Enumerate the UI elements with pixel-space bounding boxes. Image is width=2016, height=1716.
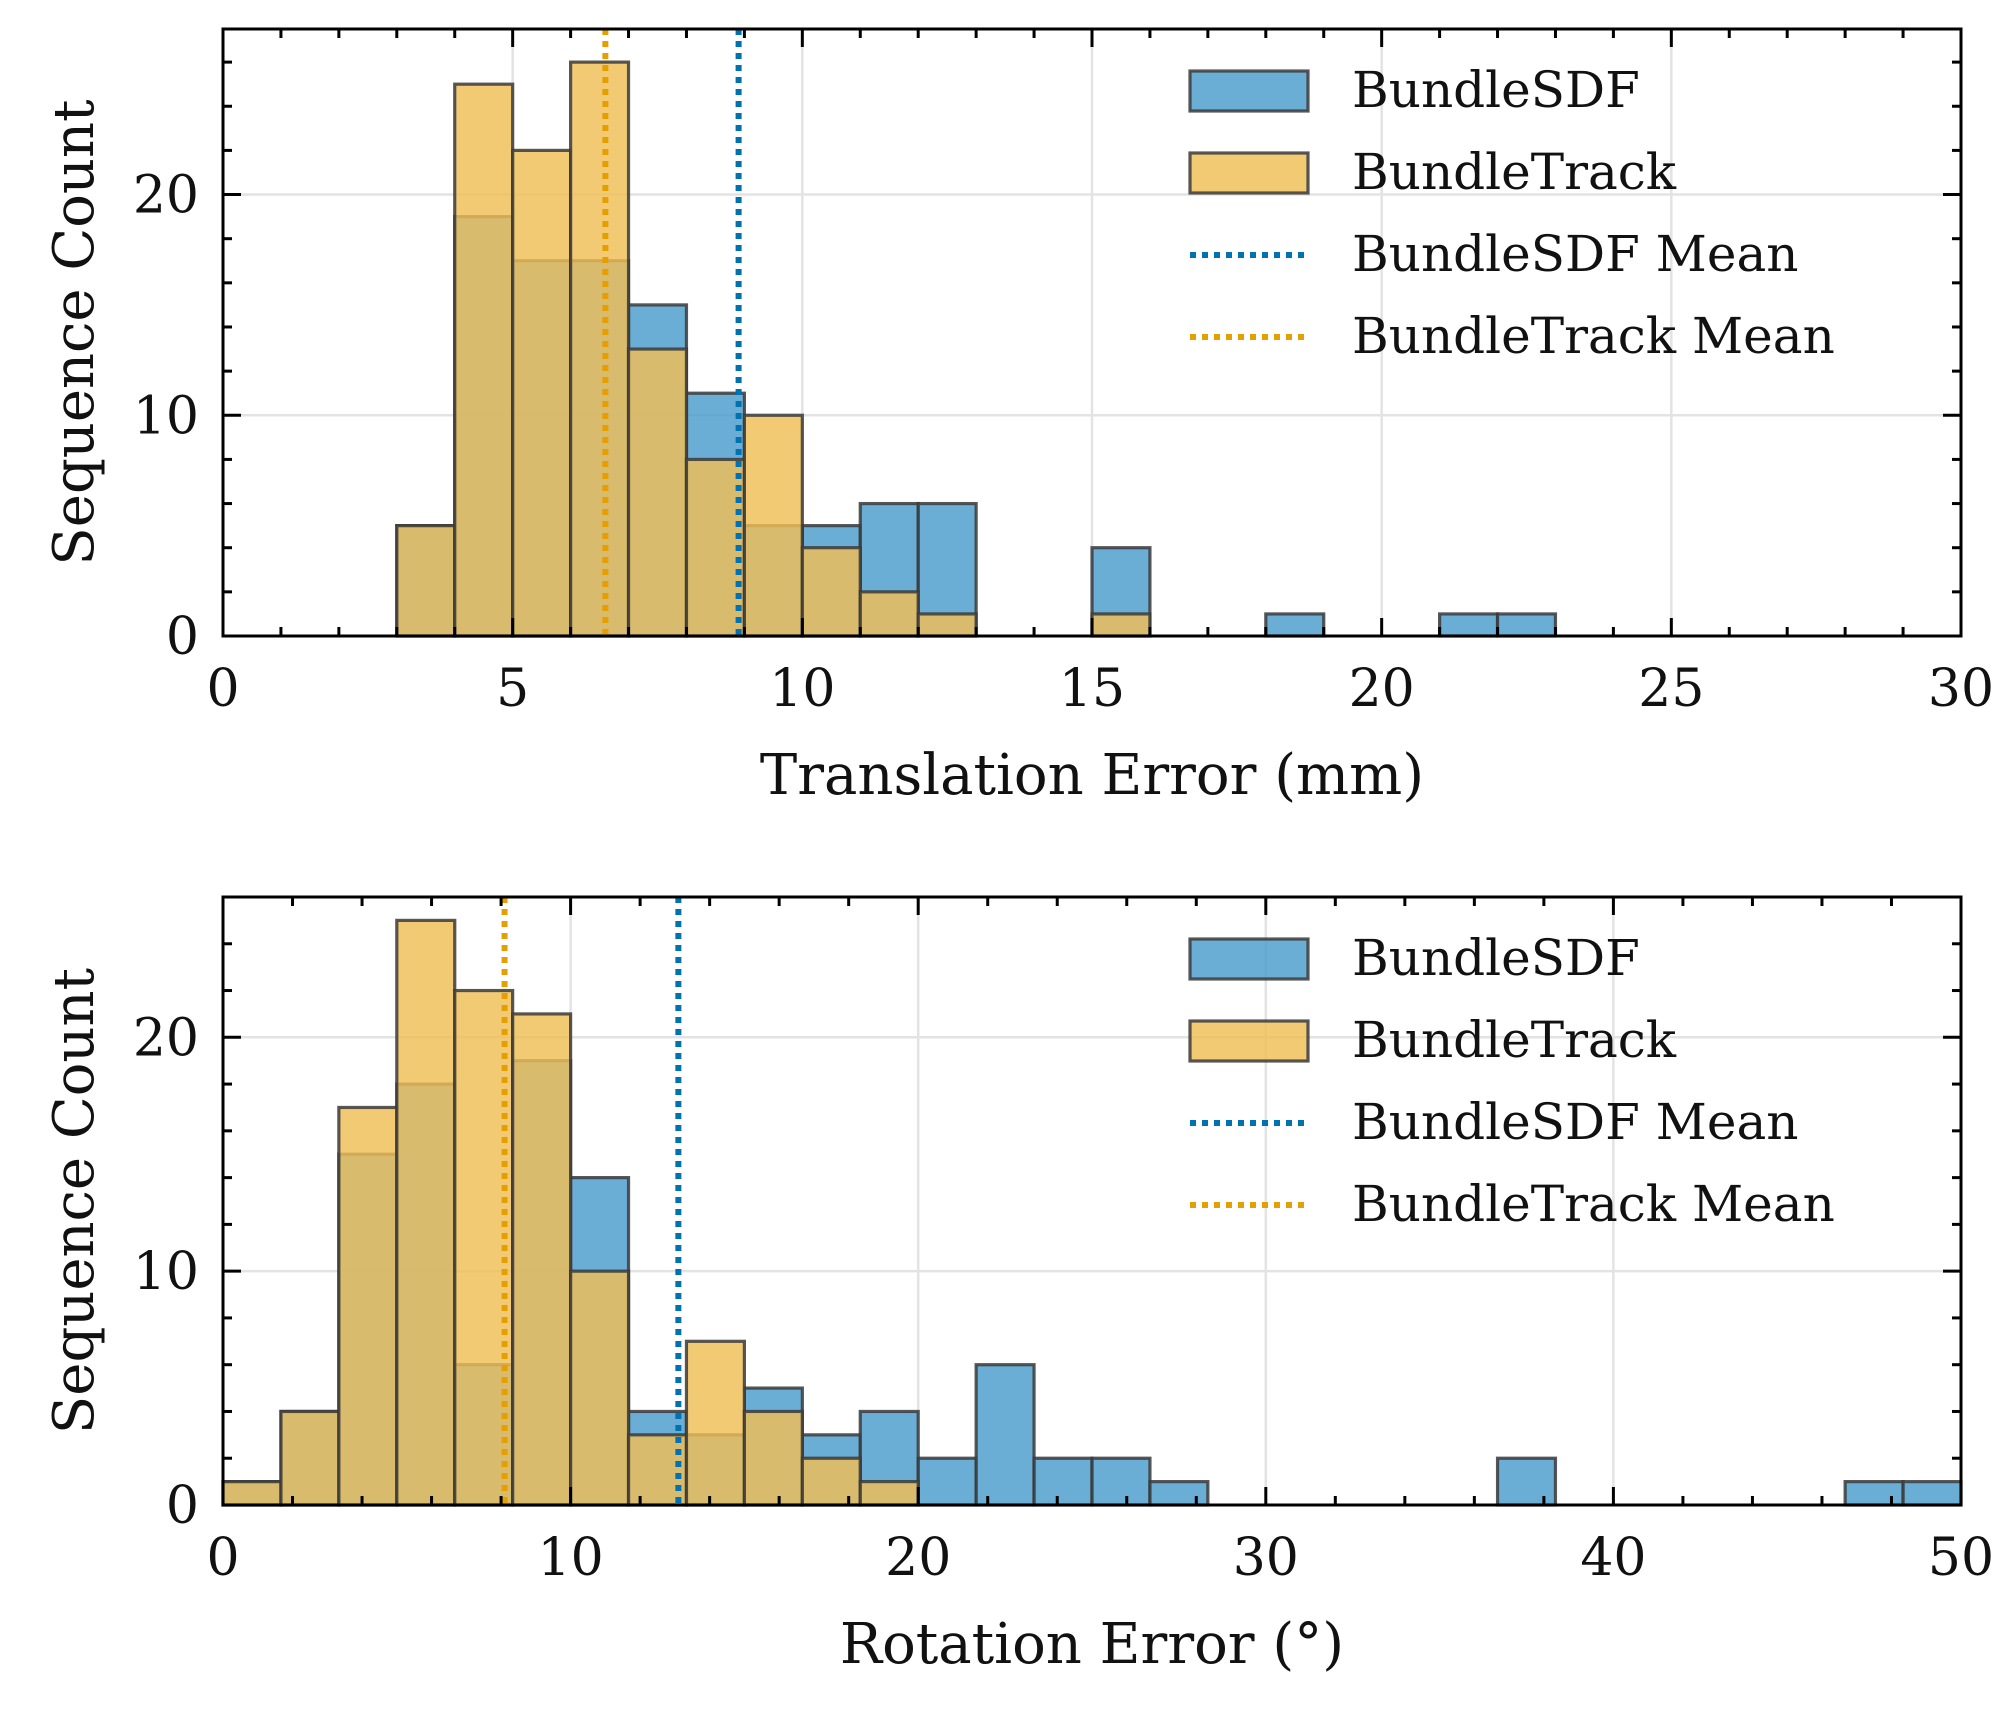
x-tick-label: 25 (1638, 659, 1704, 719)
bar-bundlesdf (1264, 612, 1326, 638)
x-tick-label: 20 (1349, 659, 1415, 719)
x-tick-label: 10 (538, 1528, 604, 1588)
bar-bundlesdf (974, 1363, 1036, 1507)
bar-bundlesdf (1032, 1456, 1094, 1507)
bar-bundlesdf (1090, 1456, 1152, 1507)
y-axis-label: Sequence Count (42, 967, 107, 1434)
y-tick-label: 0 (166, 607, 199, 667)
bar-bundlesdf (1495, 1456, 1558, 1507)
bar-bundletrack (279, 1409, 341, 1507)
y-tick-label: 0 (166, 1476, 199, 1536)
legend-label-bundletrack: BundleTrack (1352, 1011, 1677, 1069)
bar-bundlesdf (916, 1456, 978, 1507)
bar-bundletrack (568, 60, 631, 638)
legend: BundleSDF BundleTrack BundleSDF Mean Bundle… (1188, 929, 1835, 1233)
bar-bundletrack (858, 1480, 920, 1507)
bar-bundletrack (742, 413, 804, 638)
legend-swatch-bundletrack (1188, 151, 1310, 195)
bar-bundletrack (221, 1480, 283, 1507)
x-tick-label: 15 (1059, 659, 1125, 719)
y-axis-label: Sequence Count (42, 99, 107, 566)
bar-bundletrack (453, 82, 515, 638)
x-tick-label: 50 (1928, 1528, 1994, 1588)
bar-bundlesdf (1843, 1480, 1905, 1507)
bar-bundletrack (626, 347, 689, 638)
bar-bundlesdf (1148, 1480, 1210, 1507)
bar-bundletrack (337, 1105, 399, 1507)
bar-bundletrack (568, 1269, 631, 1507)
legend-swatch-bundlesdf (1188, 937, 1310, 981)
x-tick-label: 40 (1580, 1528, 1646, 1588)
legend-label-bundlesdf: BundleSDF (1352, 61, 1640, 119)
bar-bundletrack (1090, 612, 1152, 638)
x-tick-label: 0 (206, 1528, 239, 1588)
bar-bundletrack (742, 1409, 804, 1507)
legend-swatch-bundletrack (1188, 1019, 1310, 1063)
legend-label-bundlesdf-mean: BundleSDF Mean (1352, 225, 1798, 283)
x-tick-label: 30 (1233, 1528, 1299, 1588)
x-axis-label: Translation Error (mm) (760, 743, 1424, 808)
series-bundletrack (395, 60, 1152, 638)
bar-bundletrack (395, 918, 457, 1507)
bar-bundletrack (684, 1339, 746, 1507)
series-bundletrack (221, 918, 920, 1507)
y-tick-label: 10 (133, 386, 199, 446)
bar-bundletrack (684, 457, 747, 638)
x-tick-label: 5 (496, 659, 529, 719)
legend-label-bundletrack-mean: BundleTrack Mean (1352, 1175, 1835, 1233)
bar-bundletrack (858, 590, 920, 638)
bar-bundletrack (511, 1012, 573, 1507)
bar-bundletrack (511, 148, 573, 638)
legend-label-bundlesdf-mean: BundleSDF Mean (1352, 1093, 1798, 1151)
x-tick-label: 0 (206, 659, 239, 719)
legend: BundleSDF BundleTrack BundleSDF Mean Bundle… (1188, 61, 1835, 365)
chart-panel-1: 0 5 10 15 20 25 30 0 10 20 Translation Error (mm) S… (42, 27, 1994, 808)
legend-label-bundletrack-mean: BundleTrack Mean (1352, 307, 1835, 365)
legend-label-bundlesdf: BundleSDF (1352, 929, 1640, 987)
y-tick-label: 10 (133, 1242, 199, 1302)
chart-panel-2: 0 10 20 30 40 50 0 10 20 Rotation Error (°) Sequen… (42, 895, 1994, 1677)
bar-bundlesdf (1495, 612, 1558, 638)
x-tick-label: 20 (885, 1528, 951, 1588)
bar-bundlesdf (1901, 1480, 1963, 1507)
bar-bundletrack (395, 524, 457, 638)
y-tick-label: 20 (133, 166, 199, 226)
bar-bundletrack (626, 1433, 689, 1507)
axes-frame (221, 895, 1963, 1507)
bar-bundletrack (800, 1456, 862, 1507)
y-tick-label: 20 (133, 1008, 199, 1068)
legend-label-bundletrack: BundleTrack (1352, 143, 1677, 201)
bar-bundlesdf (1437, 612, 1500, 638)
bar-bundletrack (800, 546, 862, 638)
x-tick-label: 10 (769, 659, 835, 719)
x-axis-label: Rotation Error (°) (840, 1612, 1344, 1677)
bar-bundletrack (916, 612, 978, 638)
x-tick-label: 30 (1928, 659, 1994, 719)
legend-swatch-bundlesdf (1188, 69, 1310, 113)
